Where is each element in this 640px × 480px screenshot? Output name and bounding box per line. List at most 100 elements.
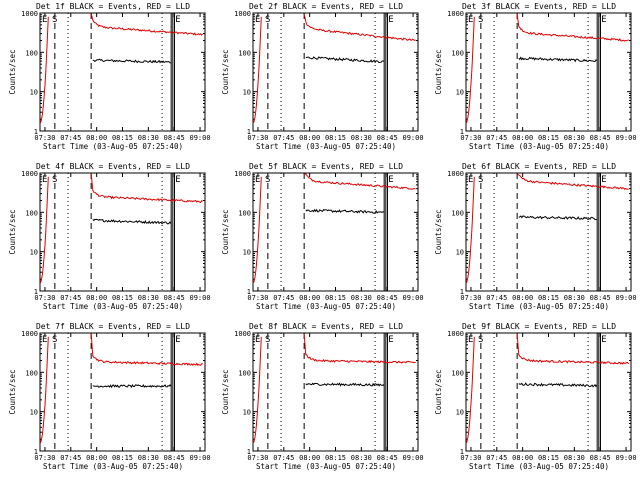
lld-rise-line xyxy=(465,176,475,284)
chart-title: Det 7f BLACK = Events, RED = LLD xyxy=(36,322,190,331)
x-axis-label: Start Time (03-Aug-05 07:25:40) xyxy=(469,142,609,151)
event-marker-label: S xyxy=(478,175,483,185)
lld-series-line xyxy=(303,333,416,364)
x-tick-label: 09:00 xyxy=(403,454,424,462)
x-tick-label: 08:15 xyxy=(325,454,346,462)
event-marker-label: S xyxy=(265,335,270,345)
events-series-line xyxy=(92,218,172,225)
x-tick-label: 08:30 xyxy=(564,294,585,302)
event-marker-label: E xyxy=(388,175,393,185)
chart-title: Det 6f BLACK = Events, RED = LLD xyxy=(462,162,616,171)
x-tick-label: 08:30 xyxy=(138,134,159,142)
plot-frame xyxy=(465,332,632,452)
y-tick-label: 100 xyxy=(238,369,251,377)
y-tick-label: 1 xyxy=(460,288,464,296)
lld-rise-line xyxy=(465,336,475,444)
x-tick-label: 08:15 xyxy=(538,294,559,302)
event-marker-label: S xyxy=(265,175,270,185)
x-tick-label: 07:30 xyxy=(34,134,55,142)
events-series-line xyxy=(518,56,598,63)
x-tick-label: 07:45 xyxy=(60,134,81,142)
y-tick-label: 10 xyxy=(243,249,251,257)
chart-panel-4: Det 4f BLACK = Events, RED = LLD 1 10 100 10… xyxy=(8,162,211,311)
x-tick-label: 08:45 xyxy=(377,134,398,142)
y-tick-label: 1 xyxy=(247,288,251,296)
y-axis-label: Counts/sec xyxy=(8,369,17,414)
x-tick-label: 08:45 xyxy=(164,134,185,142)
chart-panel-7: Det 7f BLACK = Events, RED = LLD 1 10 100 10… xyxy=(8,322,211,471)
x-tick-label: 07:45 xyxy=(273,294,294,302)
x-tick-label: 09:00 xyxy=(616,454,637,462)
x-tick-label: 08:15 xyxy=(538,134,559,142)
plot-frame xyxy=(39,12,206,132)
events-series-line xyxy=(518,215,597,221)
event-marker-label: E xyxy=(601,335,606,345)
plot-frame xyxy=(252,172,419,292)
x-tick-label: 09:00 xyxy=(403,294,424,302)
x-axis-label: Start Time (03-Aug-05 07:25:40) xyxy=(256,462,396,471)
y-axis-label: Counts/sec xyxy=(8,209,17,254)
x-tick-label: 08:45 xyxy=(590,454,611,462)
y-tick-label: 10 xyxy=(30,409,38,417)
x-tick-label: 08:00 xyxy=(86,454,107,462)
x-tick-label: 08:15 xyxy=(538,454,559,462)
plot-frame xyxy=(252,332,419,452)
y-tick-label: 100 xyxy=(25,209,38,217)
x-tick-label: 08:45 xyxy=(590,134,611,142)
event-marker-label: E xyxy=(42,175,47,185)
x-tick-label: 07:45 xyxy=(486,454,507,462)
event-marker-label: E xyxy=(255,335,260,345)
x-tick-label: 08:45 xyxy=(164,294,185,302)
x-tick-label: 09:00 xyxy=(190,294,211,302)
chart-panel-3: Det 3f BLACK = Events, RED = LLD 1 10 100 10… xyxy=(434,2,637,151)
lld-rise-line xyxy=(252,176,262,284)
x-tick-label: 08:00 xyxy=(86,134,107,142)
y-tick-label: 1 xyxy=(247,448,251,456)
y-tick-label: 1 xyxy=(460,128,464,136)
x-tick-label: 08:30 xyxy=(138,294,159,302)
events-series-line xyxy=(518,382,598,388)
events-series-line xyxy=(92,383,172,389)
x-tick-label: 08:30 xyxy=(564,134,585,142)
x-tick-label: 09:00 xyxy=(190,134,211,142)
chart-title: Det 5f BLACK = Events, RED = LLD xyxy=(249,162,403,171)
x-axis-label: Start Time (03-Aug-05 07:25:40) xyxy=(256,142,396,151)
event-marker-label: E xyxy=(468,335,473,345)
x-tick-label: 08:00 xyxy=(512,294,533,302)
x-tick-label: 08:00 xyxy=(86,294,107,302)
x-tick-label: 08:15 xyxy=(325,134,346,142)
x-tick-label: 08:30 xyxy=(351,454,372,462)
x-tick-label: 08:30 xyxy=(351,294,372,302)
events-series-line xyxy=(305,382,385,387)
x-axis-label: Start Time (03-Aug-05 07:25:40) xyxy=(43,142,183,151)
x-tick-label: 07:45 xyxy=(273,454,294,462)
events-series-line xyxy=(305,56,385,64)
x-tick-label: 07:45 xyxy=(486,294,507,302)
x-tick-label: 08:45 xyxy=(164,454,185,462)
lld-series-line xyxy=(303,13,416,41)
x-tick-label: 09:00 xyxy=(403,134,424,142)
y-tick-label: 1 xyxy=(247,128,251,136)
y-tick-label: 1 xyxy=(34,448,38,456)
event-marker-label: E xyxy=(388,15,393,25)
event-marker-label: E xyxy=(175,335,180,345)
event-marker-label: E xyxy=(388,335,393,345)
event-marker-label: E xyxy=(468,175,473,185)
y-axis-label: Counts/sec xyxy=(221,209,230,254)
plot-frame xyxy=(39,332,206,452)
chart-panel-6: Det 6f BLACK = Events, RED = LLD 1 10 100 10… xyxy=(434,162,637,311)
chart-panel-9: Det 9f BLACK = Events, RED = LLD 1 10 100 10… xyxy=(434,322,637,471)
y-tick-label: 1000 xyxy=(21,330,38,338)
y-tick-label: 10 xyxy=(243,409,251,417)
x-tick-label: 07:30 xyxy=(247,294,268,302)
x-tick-label: 08:00 xyxy=(299,134,320,142)
y-tick-label: 1000 xyxy=(21,10,38,18)
x-axis-label: Start Time (03-Aug-05 07:25:40) xyxy=(469,462,609,471)
x-tick-label: 08:30 xyxy=(138,454,159,462)
y-tick-label: 1000 xyxy=(234,10,251,18)
x-tick-label: 07:45 xyxy=(60,454,81,462)
x-tick-label: 08:30 xyxy=(351,134,372,142)
x-tick-label: 08:00 xyxy=(512,134,533,142)
x-tick-label: 08:15 xyxy=(112,454,133,462)
